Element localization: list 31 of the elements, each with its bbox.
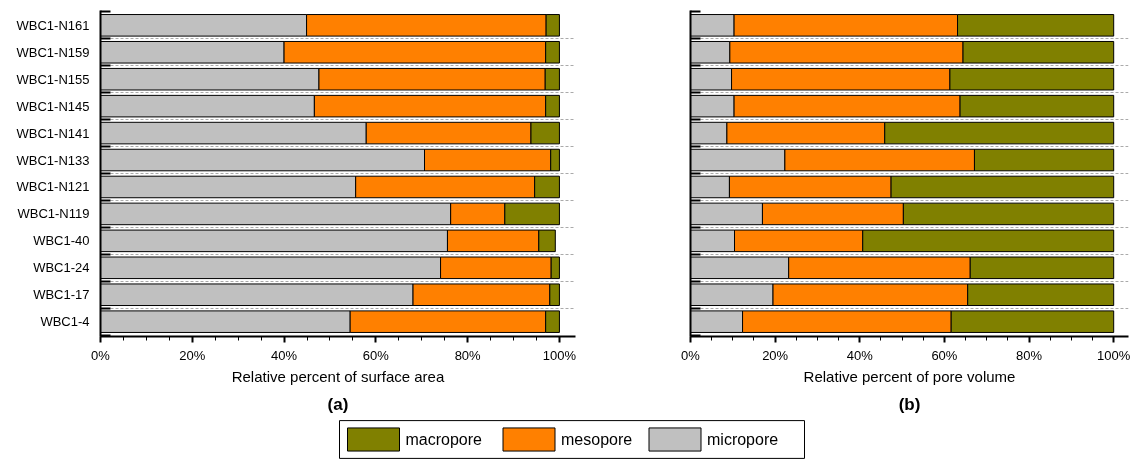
- y-tick-label: WBC1-N141: [16, 125, 90, 141]
- x-tick-label: 60%: [362, 347, 390, 363]
- y-tick-label: WBC1-N133: [16, 152, 90, 168]
- x-tick-label: 0%: [681, 347, 701, 363]
- x-tick-label: 0%: [91, 347, 111, 363]
- y-tick-label: WBC1-40: [33, 233, 90, 249]
- legend-label: mesopore: [561, 431, 633, 448]
- text: (a): [327, 394, 349, 414]
- y-tick-label: WBC1-N155: [16, 71, 90, 87]
- y-tick-label: WBC1-24: [33, 260, 90, 276]
- y-tick-label: WBC1-17: [33, 287, 90, 303]
- y-tick-label: WBC1-N121: [16, 179, 90, 195]
- x-tick-label: 80%: [454, 347, 482, 363]
- x-tick-label: 40%: [846, 347, 874, 363]
- x-tick-label: 40%: [271, 347, 298, 363]
- x-tick-label: 100%: [542, 347, 577, 363]
- x-tick-label: 60%: [931, 347, 958, 363]
- x-axis-title: Relative percent of surface area: [231, 367, 445, 385]
- legend-label: micropore: [707, 431, 779, 448]
- x-tick-label: 20%: [762, 347, 789, 363]
- y-tick-label: WBC1-N119: [17, 206, 90, 222]
- x-tick-label: 80%: [1016, 347, 1043, 363]
- x-tick-label: 20%: [179, 347, 206, 363]
- y-tick-label: WBC1-N159: [16, 44, 90, 60]
- text: (b): [898, 394, 921, 414]
- y-tick-label: WBC1-N145: [16, 98, 90, 114]
- y-tick-label: WBC1-4: [40, 314, 90, 330]
- y-tick-label: WBC1-N161: [16, 17, 90, 33]
- x-axis-title: Relative percent of pore volume: [803, 367, 1016, 385]
- legend-label: macropore: [405, 431, 483, 448]
- x-tick-label: 100%: [1097, 347, 1131, 363]
